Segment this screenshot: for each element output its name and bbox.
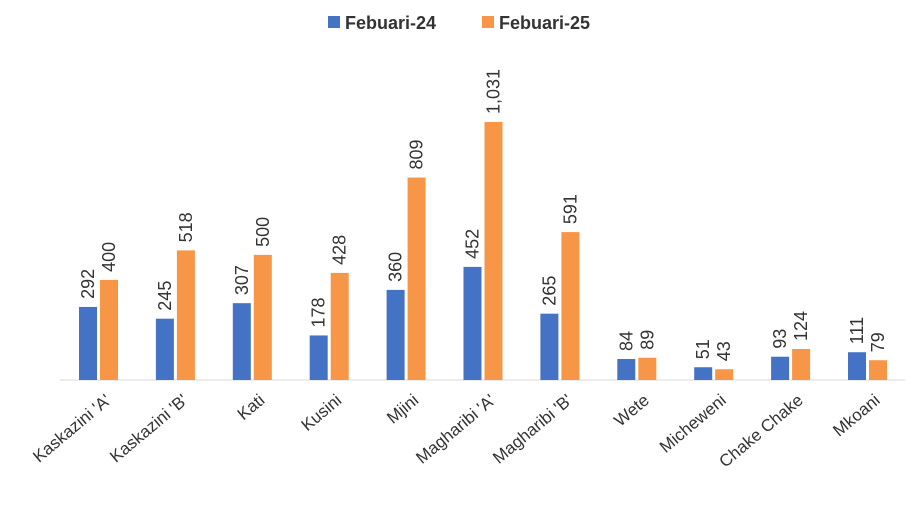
bar (79, 306, 97, 380)
data-label: 178 (309, 297, 329, 327)
bar (407, 177, 426, 380)
data-label: 89 (637, 330, 657, 350)
x-tick-label: Kaskazini 'B' (106, 391, 191, 467)
data-label: 93 (770, 329, 790, 349)
bar (869, 360, 887, 380)
bar (463, 266, 482, 380)
bar (330, 272, 349, 380)
x-tick-label: Kaskazini 'A' (29, 391, 114, 467)
data-label: 43 (714, 341, 734, 361)
data-label: 452 (463, 229, 483, 259)
x-tick-label: Mjini (383, 391, 422, 428)
bar (848, 352, 866, 380)
bar (232, 303, 251, 380)
bar (176, 250, 195, 380)
bar (253, 254, 272, 380)
x-tick-label: Magharibi 'B' (489, 391, 576, 468)
data-label: 809 (407, 140, 427, 170)
data-label: 111 (847, 317, 867, 344)
data-label: 518 (176, 212, 196, 242)
bar (617, 358, 636, 380)
data-label: 400 (99, 242, 119, 272)
legend-label: Febuari-25 (499, 13, 590, 33)
bar (792, 348, 811, 380)
x-tick-label: Kusini (298, 391, 346, 435)
bar (155, 318, 174, 380)
bar (309, 335, 328, 380)
bar (638, 357, 657, 380)
x-tick-label: Kati (234, 391, 269, 424)
data-label: 84 (616, 331, 636, 351)
x-tick-label: Chake Chake (716, 391, 807, 472)
data-label: 124 (791, 311, 811, 341)
bar (694, 367, 713, 380)
data-label: 51 (693, 339, 713, 359)
data-label: 428 (330, 235, 350, 265)
legend-swatch (482, 16, 494, 28)
data-label: 1,031 (484, 69, 504, 114)
x-tick-label: Micheweni (656, 391, 730, 457)
data-label: 265 (539, 276, 559, 306)
x-tick-label: Magharibi 'A' (412, 391, 499, 468)
bar (771, 356, 790, 380)
bar (540, 313, 559, 380)
x-tick-label: Mkoani (829, 391, 883, 441)
bar (715, 369, 734, 380)
data-label: 500 (253, 217, 273, 247)
legend-label: Febuari-24 (345, 13, 436, 33)
data-label: 292 (78, 269, 98, 299)
data-label: 591 (560, 194, 580, 224)
bar (386, 289, 405, 380)
data-label: 307 (232, 265, 252, 295)
legend-swatch (328, 16, 340, 28)
data-label: 360 (386, 252, 406, 282)
bar (484, 122, 503, 380)
x-tick-label: Wete (610, 391, 652, 431)
bar (100, 279, 118, 380)
bar (561, 232, 580, 380)
data-label: 245 (155, 281, 175, 311)
data-label: 79 (868, 332, 888, 352)
